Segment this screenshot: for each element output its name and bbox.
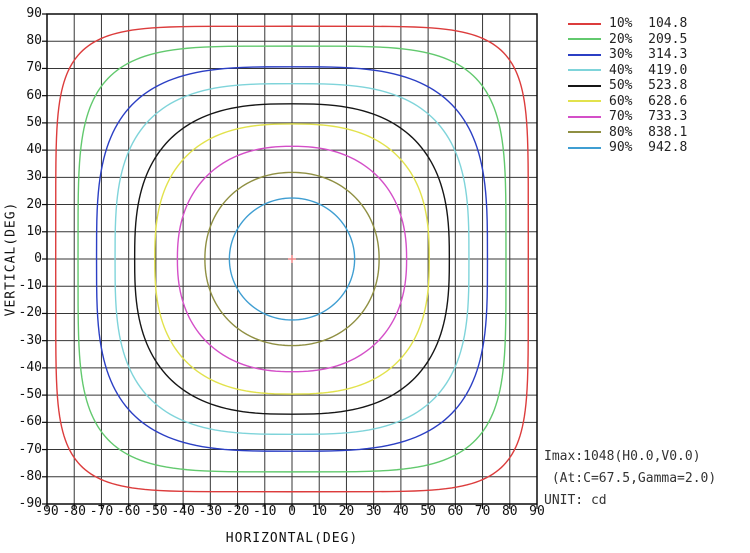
x-tick-label: 0 [288,504,296,519]
contour-20pct [77,45,507,473]
x-tick-label: -20 [225,504,250,519]
contour-60pct [154,123,430,395]
plot-frame [46,13,538,505]
x-tick-label: 20 [338,504,355,519]
y-tick-label: 30 [26,169,42,185]
imax-annotation: Imax:1048(H0.0,V0.0) [544,449,701,464]
y-axis-title: VERTICAL(DEG) [3,201,19,317]
x-tick-label: 50 [420,504,436,519]
legend-item: 70% 733.3 [568,109,687,125]
y-tick-label: -90 [18,496,42,511]
legend-label: 30% 314.3 [609,47,688,63]
legend-label: 90% 942.8 [609,140,688,156]
legend-item: 90% 942.8 [568,140,687,156]
y-tick-label: -60 [18,414,42,430]
x-tick-label: 60 [447,504,464,519]
x-tick-label: 10 [311,504,328,519]
contour-30pct [95,66,489,452]
contour-40pct [114,82,470,436]
legend-label: 50% 523.8 [609,78,688,94]
contour-50pct [133,103,451,415]
x-tick-label: -90 [35,504,59,519]
x-tick-label: -50 [144,504,168,519]
legend-item: 80% 838.1 [568,125,687,141]
x-tick-label: -60 [116,504,141,519]
y-tick-label: 50 [26,114,42,130]
legend-color-line [568,38,601,41]
legend-label: 60% 628.6 [609,93,688,109]
x-tick-label: -80 [62,504,86,519]
y-tick-label: -20 [18,305,42,321]
contour-80pct [204,171,380,347]
legend-item: 20% 209.5 [568,32,687,48]
x-tick-label: -30 [198,504,223,519]
legend-label: 10% 104.8 [609,16,688,32]
legend-item: 30% 314.3 [568,47,687,63]
legend-item: 40% 419.0 [568,63,687,79]
x-tick-label: 90 [529,504,545,519]
x-tick-label: -70 [89,504,114,519]
legend: 10% 104.8 20% 209.5 30% 314.3 40% 419.0 50% … [568,16,687,156]
legend-label: 70% 733.3 [609,109,688,125]
y-tick-label: 90 [26,6,42,21]
legend-label: 40% 419.0 [609,62,688,78]
x-axis-title: HORIZONTAL(DEG) [225,531,359,546]
y-tick-label: 40 [26,142,42,158]
y-tick-label: -70 [18,441,42,457]
x-tick-label: 80 [501,504,518,519]
legend-color-line [568,22,601,25]
contour-90pct [228,197,356,321]
y-tick-label: 60 [26,87,42,103]
x-tick-label: 70 [474,504,491,519]
x-tick-label: 30 [365,504,382,519]
x-tick-label: 40 [393,504,409,519]
legend-item: 60% 628.6 [568,94,687,110]
x-tick-label: -10 [253,504,277,519]
y-tick-label: -40 [18,359,42,375]
unit-annotation: UNIT: cd [544,493,607,508]
y-tick-label: 20 [26,196,42,212]
legend-item: 10% 104.8 [568,16,687,32]
contour-plot-canvas [42,13,538,509]
legend-label: 80% 838.1 [609,124,688,140]
y-tick-label: -10 [18,278,42,294]
y-tick-label: 80 [26,33,42,49]
y-tick-label: 70 [26,60,42,76]
y-tick-label: -50 [18,387,42,403]
legend-label: 20% 209.5 [609,31,688,47]
y-tick-label: 10 [26,223,42,239]
legend-color-line [568,131,601,134]
y-tick-label: -30 [18,332,42,348]
y-tick-label: 0 [34,251,42,266]
contour-70pct [176,145,408,373]
legend-color-line [568,53,601,56]
contour-10pct [55,25,529,493]
x-tick-label: -40 [171,504,195,519]
legend-color-line [568,100,601,103]
annotation-block: Imax:1048(H0.0,V0.0) (At:C=67.5,Gamma=2.… [544,446,716,512]
y-tick-label: -80 [18,468,42,484]
legend-color-line [568,146,601,149]
legend-item: 50% 523.8 [568,78,687,94]
legend-color-line [568,69,601,72]
at-annotation: (At:C=67.5,Gamma=2.0) [544,471,717,486]
legend-color-line [568,84,601,87]
legend-color-line [568,115,601,118]
